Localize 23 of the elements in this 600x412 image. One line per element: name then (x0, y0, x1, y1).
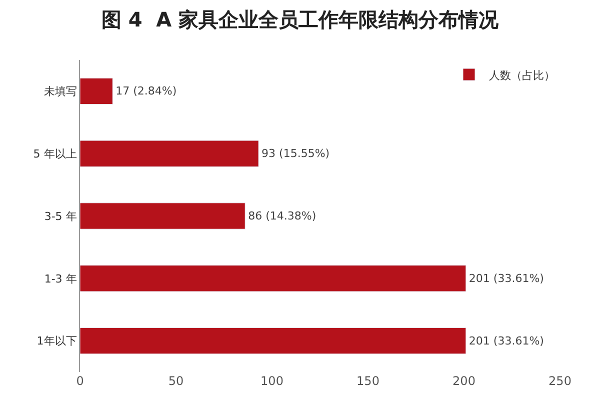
x-tick-label: 150 (356, 374, 380, 388)
bar (80, 78, 113, 105)
bar (80, 140, 259, 167)
x-tick-label: 250 (548, 374, 572, 388)
legend-label: 人数（占比） (489, 68, 555, 82)
bar (80, 265, 466, 292)
bar (80, 202, 246, 230)
data-label: 17 (2.84%) (116, 84, 177, 98)
y-tick-label: 1年以下 (36, 334, 77, 348)
data-label: 201 (33.61%) (468, 334, 544, 348)
bar (80, 327, 466, 354)
data-label: 86 (14.38%) (248, 210, 316, 222)
y-tick-label: 未填写 (44, 85, 77, 98)
y-tick-label: 3-5 年 (44, 210, 77, 223)
x-tick-label: 0 (76, 374, 84, 388)
x-tick-label: 100 (260, 374, 284, 388)
x-tick-label: 50 (168, 374, 184, 388)
data-label: 93 (15.55%) (262, 147, 330, 160)
chart-title: 图 4 A 家具企业全员工作年限结构分布情况 (101, 7, 500, 32)
data-label: 201 (33.61%) (468, 272, 544, 285)
y-tick-label: 1-3 年 (44, 272, 77, 286)
y-tick-label: 5 年以上 (33, 147, 77, 160)
x-tick-label: 200 (452, 374, 476, 388)
